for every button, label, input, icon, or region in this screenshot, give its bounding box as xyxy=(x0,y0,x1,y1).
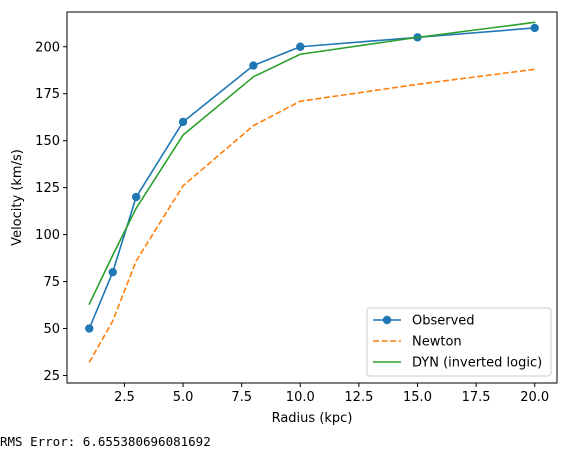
y-tick-label: 150 xyxy=(35,134,60,149)
x-axis-ticks: 2.5 5.0 7.5 10.0 12.5 15.0 17.5 20.0 xyxy=(114,383,549,405)
plot-series xyxy=(85,21,539,363)
x-tick-label: 17.5 xyxy=(462,390,491,405)
x-axis-label: Radius (kpc) xyxy=(272,411,353,426)
series-0-point xyxy=(178,117,188,127)
plot-frame xyxy=(66,11,558,384)
legend-label-0: Observed xyxy=(412,314,475,329)
legend-box xyxy=(366,307,552,377)
legend-label-2: DYN (inverted logic) xyxy=(412,356,542,371)
rms-error-text: RMS Error: 6.655380696081692 xyxy=(0,434,211,449)
x-tick-label: 12.5 xyxy=(344,390,373,405)
x-tick-label: 2.5 xyxy=(114,390,135,405)
x-tick-label: 20.0 xyxy=(520,390,549,405)
x-tick-label: 5.0 xyxy=(173,390,194,405)
y-tick-label: 75 xyxy=(43,275,60,290)
x-tick-label: 15.0 xyxy=(403,390,432,405)
series-line-2 xyxy=(88,21,536,305)
x-tick-label: 7.5 xyxy=(231,390,252,405)
y-tick-label: 25 xyxy=(43,369,60,384)
x-tick-label: 10.0 xyxy=(286,390,315,405)
series-line-0 xyxy=(88,27,536,330)
series-0-point xyxy=(249,61,258,70)
y-tick-label: 50 xyxy=(43,322,60,337)
series-0-point xyxy=(85,324,94,333)
y-axis-ticks: 25 50 75 100 125 150 175 200 xyxy=(35,40,67,384)
y-tick-label: 125 xyxy=(35,181,60,196)
series-0-point xyxy=(296,42,305,51)
y-tick-label: 175 xyxy=(35,87,60,102)
series-0-point xyxy=(131,192,141,202)
chart: 2.5 5.0 7.5 10.0 12.5 15.0 17.5 20.0 25 50 75 100 1… xyxy=(10,11,558,426)
y-axis-label: Velocity (km/s) xyxy=(10,149,25,246)
y-tick-label: 200 xyxy=(35,40,60,55)
series-0-point xyxy=(108,267,117,277)
legend-label-1: Newton xyxy=(412,335,462,350)
series-0-point xyxy=(530,23,539,33)
legend-marker-0 xyxy=(382,315,392,325)
legend: Observed Newton DYN (inverted logic) xyxy=(366,307,552,377)
y-tick-label: 100 xyxy=(35,228,60,243)
